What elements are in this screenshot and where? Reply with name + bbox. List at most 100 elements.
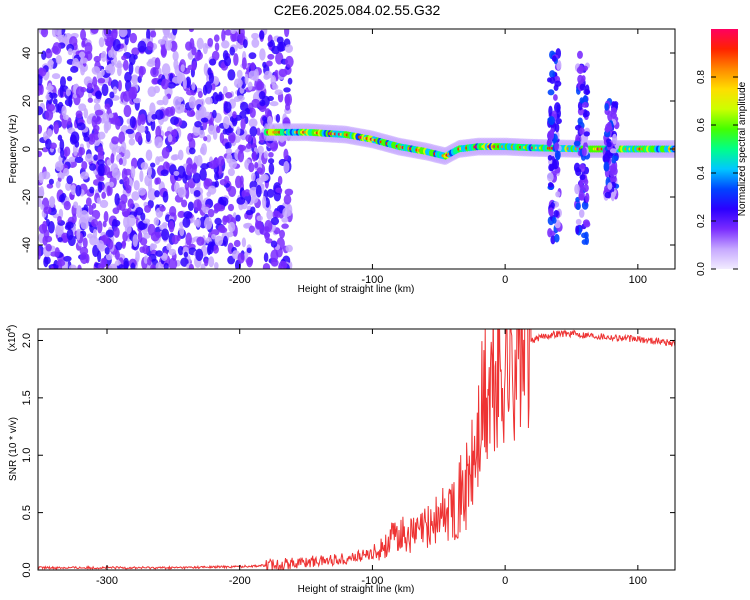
noise-cell — [80, 29, 87, 41]
noise-cell — [67, 117, 72, 125]
burst-cell — [585, 192, 590, 203]
noise-cell — [63, 255, 72, 262]
y-tick-label: 0 — [21, 146, 33, 152]
noise-cell — [86, 233, 94, 239]
burst-cell — [575, 218, 582, 225]
noise-cell — [115, 117, 121, 130]
noise-cell — [63, 200, 71, 211]
noise-cell — [45, 85, 54, 91]
chart-title: C2E6.2025.084.02.55.G32 — [274, 2, 441, 18]
noise-cell — [173, 170, 180, 176]
noise-cell — [114, 193, 120, 206]
noise-cell — [116, 65, 122, 77]
noise-cell — [85, 197, 92, 207]
burst-cell — [550, 127, 555, 135]
noise-cell — [170, 154, 178, 161]
noise-cell — [278, 68, 288, 78]
burst-cell — [581, 75, 586, 83]
noise-cell — [170, 129, 176, 136]
noise-cell — [85, 253, 90, 264]
noise-cell — [173, 181, 180, 193]
noise-cell — [129, 86, 138, 100]
noise-cell — [211, 233, 217, 240]
noise-cell — [200, 117, 209, 123]
noise-cell — [39, 185, 45, 199]
colorbar-tick-label: 0.2 — [696, 214, 707, 228]
snr-ticks: -300 -200 -100 0 100 0.0 0.5 1.0 1.5 2.0 — [21, 329, 675, 587]
noise-cell — [122, 231, 128, 242]
noise-cell — [38, 85, 43, 97]
noise-cell — [137, 114, 142, 127]
noise-cell — [92, 228, 98, 239]
burst-cell — [554, 122, 560, 133]
noise-cell — [177, 186, 187, 198]
burst-cell — [551, 216, 557, 224]
noise-cell — [270, 249, 279, 262]
noise-cell — [227, 168, 235, 177]
noise-cell — [115, 146, 123, 154]
noise-cell — [266, 188, 275, 198]
burst-cell — [605, 150, 612, 157]
burst-cell — [548, 207, 554, 217]
burst-cell — [553, 210, 559, 218]
noise-cell — [228, 158, 238, 169]
noise-cell — [93, 154, 99, 161]
noise-cell — [251, 32, 260, 40]
noise-cell — [227, 69, 236, 81]
noise-cell — [142, 244, 150, 255]
noise-cell — [250, 206, 256, 214]
noise-cell — [162, 221, 168, 228]
noise-cell — [75, 110, 83, 119]
noise-cell — [134, 131, 142, 143]
noise-cell — [177, 149, 184, 161]
noise-cell — [123, 260, 129, 269]
y-tick-label: 0.5 — [21, 505, 33, 520]
noise-cell — [214, 235, 224, 246]
noise-cell — [271, 45, 280, 55]
noise-cell — [118, 158, 123, 166]
noise-cell — [155, 250, 163, 257]
noise-cell — [284, 93, 290, 107]
burst-cell — [554, 233, 560, 243]
noise-cell — [38, 74, 43, 86]
noise-cell — [256, 127, 261, 136]
noise-cell — [80, 57, 88, 64]
noise-cell — [176, 72, 183, 85]
y-tick-label: 40 — [21, 47, 33, 59]
noise-cell — [181, 199, 188, 208]
noise-cell — [237, 149, 245, 163]
noise-cell — [38, 247, 42, 260]
noise-cell — [138, 65, 144, 79]
noise-cell — [219, 132, 225, 144]
burst-cell — [554, 142, 560, 151]
noise-cell — [161, 63, 171, 77]
noise-cell — [270, 240, 278, 248]
noise-cell — [93, 97, 101, 104]
burst-cell — [577, 50, 583, 59]
burst-cell — [575, 168, 582, 177]
noise-cell — [162, 190, 169, 203]
noise-cell — [89, 186, 95, 194]
burst-cell — [556, 62, 561, 71]
noise-cell — [145, 130, 151, 143]
noise-cell — [150, 243, 158, 250]
noise-cell — [147, 223, 156, 236]
noise-cell — [238, 144, 247, 152]
noise-cell — [230, 29, 236, 35]
noise-cell — [129, 116, 136, 129]
noise-cell — [200, 263, 206, 269]
noise-cell — [132, 234, 139, 248]
noise-cell — [153, 85, 161, 94]
noise-cell — [68, 156, 76, 163]
noise-cell — [103, 210, 109, 223]
burst-cell — [606, 125, 613, 131]
noise-cell — [219, 178, 228, 186]
noise-cell — [121, 240, 126, 249]
noise-cell — [236, 95, 245, 102]
noise-cell — [177, 245, 184, 256]
noise-cell — [227, 203, 235, 212]
noise-cell — [78, 51, 86, 58]
noise-cell — [228, 131, 236, 144]
burst-cell — [585, 84, 590, 96]
noise-cell — [109, 91, 115, 99]
